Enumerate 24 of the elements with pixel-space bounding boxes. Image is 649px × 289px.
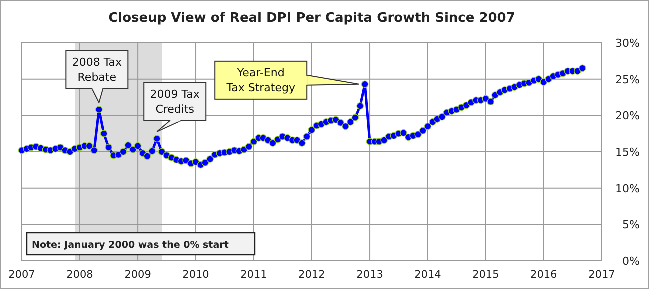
x-tick-label: 2009 (124, 269, 152, 281)
x-tick-label: 2008 (66, 269, 94, 281)
x-tick-label: 2014 (414, 269, 442, 281)
annotation: 2009 Tax Credits (150, 88, 200, 116)
chart-title: Closeup View of Real DPI Per Capita Growth Since 2007 (108, 11, 516, 26)
annotation: Year-End Tax Strategy (226, 66, 296, 94)
y-tick-label: 30% (616, 37, 640, 50)
x-tick-label: 2017 (588, 269, 616, 281)
y-tick-label: 5% (622, 218, 640, 232)
y-tick-label: 10% (616, 182, 640, 196)
x-tick-label: 2010 (182, 269, 210, 281)
x-tick-label: 2016 (530, 269, 558, 281)
x-tick-label: 2011 (240, 269, 268, 281)
x-tick-label: 2012 (298, 269, 326, 281)
x-tick-label: 2007 (8, 269, 36, 281)
note-box: Note: January 2000 was the 0% start (26, 232, 256, 256)
y-tick-label: 15% (616, 146, 640, 159)
y-tick-label: 20% (616, 110, 640, 123)
annotation: Note: January 2000 was the 0% start (32, 240, 230, 251)
x-tick-label: 2015 (472, 269, 500, 281)
x-tick-label: 2013 (356, 269, 384, 281)
y-tick-label: 0% (622, 255, 640, 268)
annotation: 2008 Tax Rebate (72, 56, 122, 84)
y-tick-label: 25% (616, 73, 640, 86)
